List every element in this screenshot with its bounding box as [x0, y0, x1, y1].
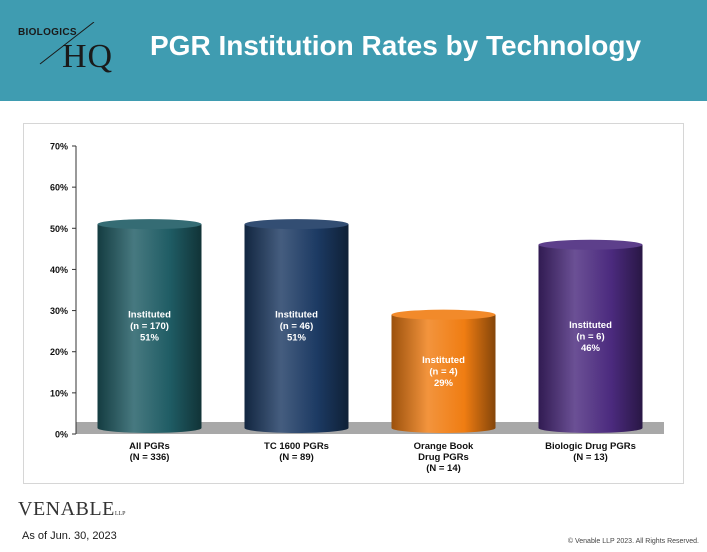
x-tick-label: Drug PGRs — [418, 452, 469, 463]
y-tick-label: 70% — [50, 142, 68, 152]
bar-data-label: 29% — [434, 378, 454, 389]
bar-chart: 0%10%20%30%40%50%60%70%Instituted(n = 17… — [50, 142, 664, 474]
bar — [97, 224, 202, 433]
y-tick-label: 40% — [50, 265, 68, 275]
x-tick-label: (N = 336) — [130, 452, 170, 463]
y-tick-label: 60% — [50, 183, 68, 193]
bar-data-label: 51% — [140, 333, 160, 344]
x-tick-label: TC 1600 PGRs — [264, 441, 329, 452]
as-of-date: As of Jun. 30, 2023 — [22, 530, 117, 542]
bar-data-label: Instituted — [275, 310, 318, 321]
x-tick-label: (N = 14) — [426, 463, 461, 474]
chart-floor — [76, 422, 664, 434]
bar-data-label: Instituted — [128, 310, 171, 321]
bar-top-cap — [97, 219, 202, 230]
y-tick-label: 20% — [50, 347, 68, 357]
bar — [391, 314, 496, 433]
biologics-hq-logo: BIOLOGICS HQ — [14, 22, 134, 82]
y-tick-label: 50% — [50, 224, 68, 234]
bar-data-label: 46% — [581, 343, 601, 354]
x-tick-label: All PGRs — [129, 441, 170, 452]
x-tick-label: Orange Book — [414, 441, 474, 452]
y-tick-label: 0% — [55, 430, 68, 440]
logo-slash-icon — [39, 22, 95, 65]
venable-brand-text: VENABLE — [18, 498, 115, 520]
y-tick-label: 10% — [50, 388, 68, 398]
bar-top-cap — [538, 239, 643, 250]
venable-logo: VENABLELLP — [18, 498, 126, 521]
bar-data-label: Instituted — [422, 355, 465, 366]
bar-top-cap — [391, 309, 496, 320]
logo-hq-text: HQ — [62, 38, 114, 75]
copyright-notice: © Venable LLP 2023. All Rights Reserved. — [567, 538, 699, 545]
bar-data-label: Instituted — [569, 320, 612, 331]
header-banner: BIOLOGICS HQ PGR Institution Rates by Te… — [0, 0, 707, 101]
x-tick-label: (N = 89) — [279, 452, 314, 463]
page-title: PGR Institution Rates by Technology — [150, 30, 642, 61]
x-tick-label: (N = 13) — [573, 452, 608, 463]
bar — [538, 244, 643, 433]
logo-top-text: BIOLOGICS — [18, 27, 77, 38]
chart-frame: 0% 10% 20% 30% 40% 50% 60% 70% Instituted (n = 17… — [23, 123, 684, 484]
bar-data-label: (n = 46) — [280, 321, 314, 332]
bar — [244, 224, 349, 433]
venable-llp-text: LLP — [114, 511, 126, 517]
bar-top-cap — [244, 219, 349, 230]
y-tick-label: 30% — [50, 306, 68, 316]
bar-data-label: (n = 6) — [576, 331, 604, 342]
x-tick-label: Biologic Drug PGRs — [545, 441, 636, 452]
bar-data-label: (n = 4) — [429, 366, 457, 377]
bar-data-label: (n = 170) — [130, 321, 169, 332]
bar-data-label: 51% — [287, 333, 307, 344]
